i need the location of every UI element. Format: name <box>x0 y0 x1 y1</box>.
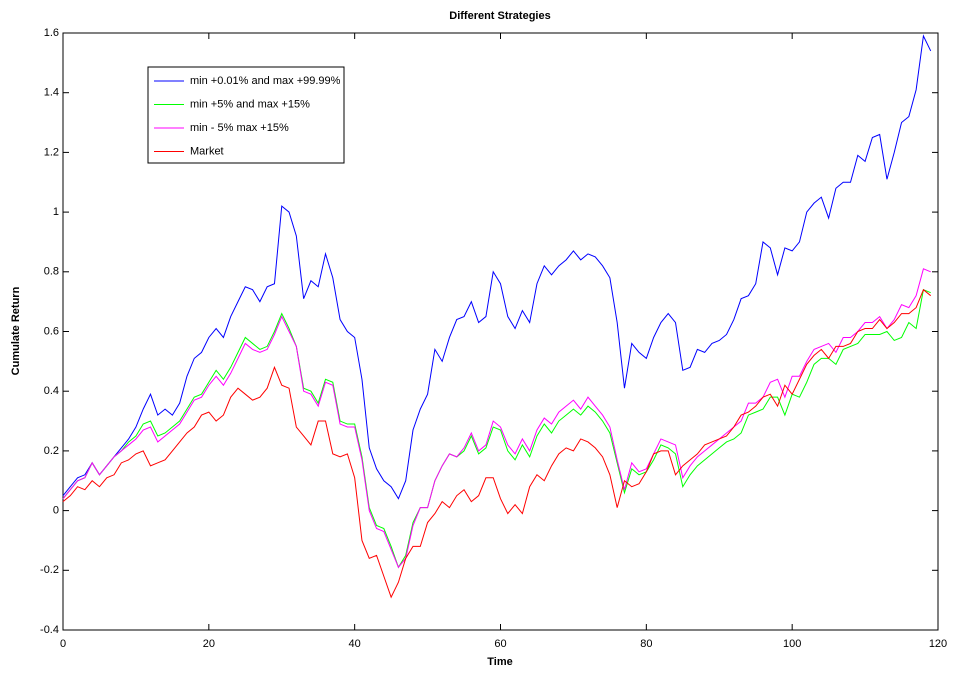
y-tick-label: -0.2 <box>40 564 59 576</box>
series-line <box>62 289 931 569</box>
legend-label: Market <box>190 145 224 157</box>
y-tick-label: 0.8 <box>44 266 59 278</box>
legend-label: min - 5% max +15% <box>190 122 289 134</box>
series-line <box>62 288 932 599</box>
x-tick-label: 120 <box>929 638 947 650</box>
legend: min +0.01% and max +99.99% min +5% and ma… <box>147 66 345 164</box>
y-axis-label: Cumulate Return <box>10 286 22 375</box>
y-tick-label: 0 <box>53 505 59 517</box>
series-line <box>62 34 932 500</box>
legend-label: min +0.01% and max +99.99% <box>190 75 341 87</box>
series-line <box>62 268 931 569</box>
y-tick-label: 1.4 <box>44 87 59 99</box>
y-tick-label: 1.2 <box>44 146 59 158</box>
y-tick-label: 1 <box>53 206 59 218</box>
legend-box <box>147 66 345 164</box>
x-tick-label: 40 <box>349 638 361 650</box>
chart-title: Different Strategies <box>449 10 550 22</box>
x-axis-label: Time <box>487 656 512 668</box>
y-tick-label: -0.4 <box>40 624 59 636</box>
y-tick-label: 0.2 <box>44 445 59 457</box>
x-tick-label: 80 <box>640 638 652 650</box>
x-tick-label: 60 <box>494 638 506 650</box>
x-tick-label: 100 <box>783 638 801 650</box>
y-tick-label: 0.4 <box>44 385 59 397</box>
x-tick-label: 20 <box>203 638 215 650</box>
y-tick-label: 1.6 <box>44 27 59 39</box>
legend-label: min +5% and max +15% <box>190 98 310 110</box>
x-tick-label: 0 <box>60 638 66 650</box>
y-tick-label: 0.6 <box>44 325 59 337</box>
